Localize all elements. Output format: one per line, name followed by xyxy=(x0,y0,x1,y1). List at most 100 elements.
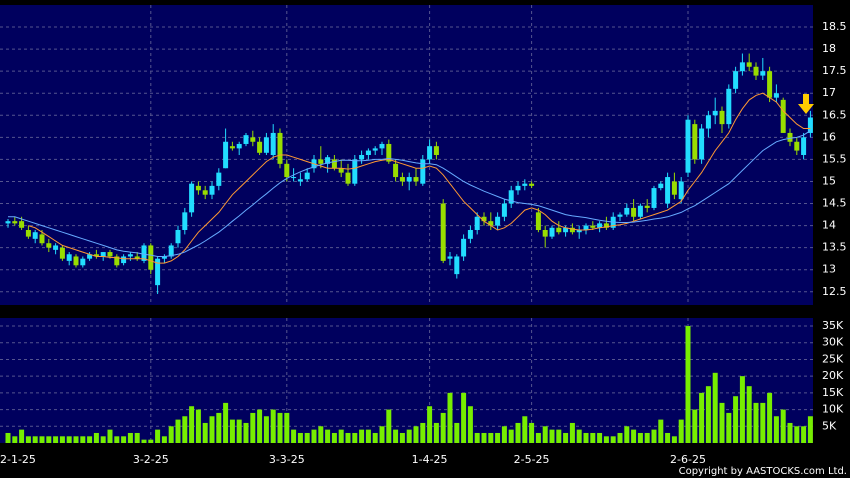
volume-bar xyxy=(801,426,807,443)
candle-body xyxy=(801,137,807,155)
volume-bar xyxy=(535,432,541,443)
candle-body xyxy=(807,117,813,133)
volume-bar xyxy=(644,432,650,443)
candle-body xyxy=(223,141,229,169)
volume-bar xyxy=(5,432,11,443)
volume-bar xyxy=(148,439,154,443)
y-tick-label: 17 xyxy=(822,86,836,99)
candle-body xyxy=(780,99,786,133)
volume-bar xyxy=(447,392,453,443)
y2-tick-label: 25K xyxy=(822,352,844,365)
candle-body xyxy=(304,172,310,180)
volume-bar xyxy=(39,436,45,443)
candle-body xyxy=(413,177,419,182)
volume-bar xyxy=(692,409,698,443)
volume-bar xyxy=(359,429,365,443)
volume-bar xyxy=(433,422,439,443)
volume-bar xyxy=(134,432,140,443)
x-tick-label: 2-5-25 xyxy=(514,453,550,466)
volume-bar xyxy=(365,429,371,443)
candle-body xyxy=(406,177,412,182)
volume-bar xyxy=(155,429,161,443)
volume-bar xyxy=(93,432,99,443)
volume-bar xyxy=(556,429,562,443)
volume-bar xyxy=(195,409,201,443)
candle-body xyxy=(148,245,154,270)
volume-bar xyxy=(25,436,31,443)
candle-body xyxy=(19,221,25,228)
candle-body xyxy=(352,159,358,184)
candle-body xyxy=(53,245,59,250)
candle-body xyxy=(66,254,72,261)
candle-body xyxy=(175,230,181,244)
candle-body xyxy=(787,132,793,142)
candle-body xyxy=(209,185,215,195)
candle-body xyxy=(141,245,147,261)
volume-bar xyxy=(161,436,167,443)
candle-body xyxy=(542,230,548,237)
candle-body xyxy=(5,221,11,224)
volume-bar xyxy=(182,416,188,443)
candle-body xyxy=(440,203,446,261)
volume-bar xyxy=(59,436,65,443)
volume-bar xyxy=(739,376,745,443)
volume-bar xyxy=(420,422,426,443)
candle-body xyxy=(671,181,677,195)
latest-arrow xyxy=(798,94,814,114)
volume-bar xyxy=(515,422,521,443)
volume-bar xyxy=(760,402,766,443)
volume-bar xyxy=(678,419,684,443)
volume-bar xyxy=(263,416,269,443)
volume-bar xyxy=(440,412,446,443)
candle-body xyxy=(651,188,657,208)
candle-body xyxy=(603,223,609,228)
volume-bar xyxy=(508,429,514,443)
candle-body xyxy=(665,177,671,204)
y-tick-label: 14.5 xyxy=(822,197,847,210)
volume-bar xyxy=(807,416,813,443)
candle-body xyxy=(243,135,249,144)
y2-tick-label: 30K xyxy=(822,336,844,349)
volume-bar xyxy=(787,422,793,443)
candle-body xyxy=(284,163,290,178)
volume-panel xyxy=(0,318,813,443)
y2-tick-label: 10K xyxy=(822,403,844,416)
volume-bar xyxy=(311,429,317,443)
volume-bar xyxy=(175,419,181,443)
volume-bar xyxy=(66,436,72,443)
candle-body xyxy=(12,221,18,224)
volume-bar xyxy=(624,426,630,443)
candle-body xyxy=(508,190,514,204)
candle-body xyxy=(495,216,501,226)
candle-body xyxy=(32,232,38,239)
y2-tick-label: 35K xyxy=(822,319,844,332)
volume-bar xyxy=(127,432,133,443)
plot-layer: 12.5 13 13.5 14 14.5 15 15.5 16 16.5 17 17.5 18 18.5… xyxy=(0,5,847,466)
candle-body xyxy=(25,230,31,237)
volume-bar xyxy=(291,429,297,443)
candle-body xyxy=(257,141,263,153)
y-tick-label: 12.5 xyxy=(822,285,847,298)
candle-body xyxy=(393,163,399,178)
candle-body xyxy=(726,88,732,125)
candle-body xyxy=(161,256,167,259)
volume-bar xyxy=(80,436,86,443)
candle-body xyxy=(100,252,106,257)
candle-body xyxy=(569,227,575,233)
candle-body xyxy=(372,148,378,151)
candle-body xyxy=(576,230,582,233)
volume-bar xyxy=(345,432,351,443)
candle-body xyxy=(93,254,99,257)
volume-bar xyxy=(100,436,106,443)
candle-body xyxy=(359,155,365,160)
volume-bar xyxy=(189,406,195,443)
volume-bar xyxy=(379,426,385,443)
volume-bar xyxy=(671,436,677,443)
candle-body xyxy=(746,62,752,67)
volume-bar xyxy=(542,426,548,443)
candle-body xyxy=(624,207,630,215)
volume-bar xyxy=(12,436,18,443)
candle-body xyxy=(794,141,800,151)
volume-bar xyxy=(461,392,467,443)
y-tick-label: 18 xyxy=(822,42,836,55)
